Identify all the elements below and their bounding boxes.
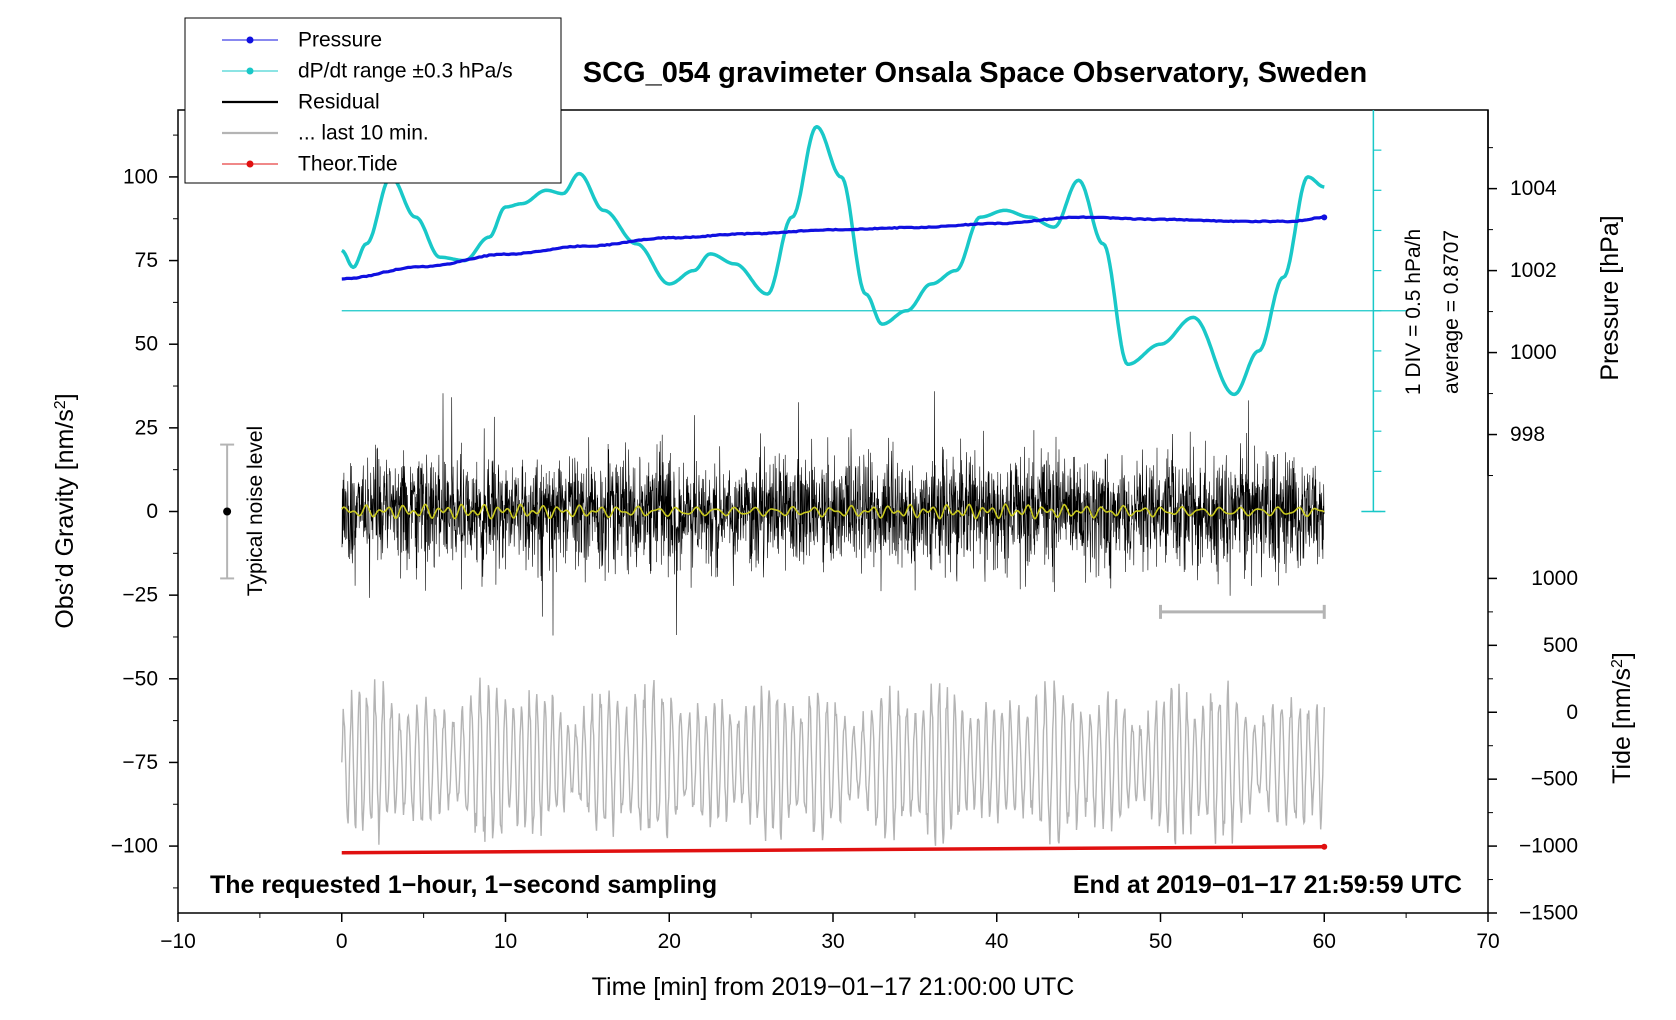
legend-label-2: Residual bbox=[298, 91, 380, 114]
note-left: The requested 1−hour, 1−second sampling bbox=[210, 871, 717, 899]
tide-tick-label-4: 500 bbox=[1543, 634, 1578, 657]
x-tick-label-3: 20 bbox=[658, 930, 681, 953]
legend: Pressure dP/dt range ±0.3 hPa/s Residual..… bbox=[184, 17, 562, 184]
tide-tick-label-3: 0 bbox=[1566, 701, 1578, 724]
dpdt-line bbox=[340, 124, 1325, 397]
residual-line bbox=[341, 391, 1325, 636]
x-tick-label-2: 10 bbox=[494, 930, 517, 953]
y-axis-title-left-sup: 2 bbox=[52, 400, 69, 409]
pressure-end-marker bbox=[1321, 214, 1328, 221]
y-tick-label-0: −100 bbox=[111, 835, 158, 858]
x-tick-label-6: 50 bbox=[1149, 930, 1172, 953]
y-tick-label-1: −75 bbox=[122, 751, 158, 774]
theor-tide-line bbox=[341, 845, 1325, 855]
dpdt-series bbox=[340, 124, 1325, 397]
theor-tide-series bbox=[341, 843, 1328, 855]
x-tick-label-4: 30 bbox=[821, 930, 844, 953]
y-axis-title-tide-end: ] bbox=[1608, 652, 1636, 659]
y-axis-title-pressure: Pressure [hPa] bbox=[1596, 215, 1624, 380]
tide-axis-ticks: −1500 −1000 −500 0 500 1000 bbox=[1488, 567, 1578, 925]
pressure-tick-label-0: 998 bbox=[1510, 423, 1545, 446]
x-tick-label-5: 40 bbox=[985, 930, 1008, 953]
theor-tide-end-marker bbox=[1321, 843, 1328, 850]
chart-title: SCG_054 gravimeter Onsala Space Observat… bbox=[583, 57, 1367, 89]
recent-window-bar bbox=[1159, 604, 1326, 619]
tide-tick-label-1: −1000 bbox=[1519, 835, 1578, 858]
x-axis-ticks: −10 0 10 20 30 40 50 60 70 bbox=[160, 913, 1500, 953]
legend-marker-0 bbox=[246, 36, 254, 44]
y-tick-label-6: 50 bbox=[135, 333, 158, 356]
x-tick-label-7: 60 bbox=[1313, 930, 1336, 953]
pressure-tick-label-1: 1000 bbox=[1510, 341, 1557, 364]
last-10-min-line bbox=[341, 677, 1325, 846]
dpdt-div-annotation: 1 DIV = 0.5 hPa/h bbox=[1402, 229, 1425, 395]
residual-smoothed-series bbox=[341, 503, 1325, 520]
y-tick-label-4: 0 bbox=[146, 500, 158, 523]
pressure-tick-label-3: 1004 bbox=[1510, 177, 1557, 200]
y-axis-title-tide-main: Tide [nm/s bbox=[1608, 668, 1636, 784]
legend-marker-1 bbox=[246, 67, 254, 75]
y-axis-ticks: −100 −75 −50 −25 0 25 50 75 100 bbox=[111, 134, 178, 889]
tide-tick-label-2: −500 bbox=[1531, 768, 1578, 791]
y-tick-label-8: 100 bbox=[123, 165, 158, 188]
tide-tick-label-0: −1500 bbox=[1519, 902, 1578, 925]
y-axis-title-left: Obs’d Gravity [nm/s2] bbox=[51, 393, 79, 628]
pressure-series bbox=[341, 214, 1328, 281]
y-tick-label-7: 75 bbox=[135, 249, 158, 272]
residual-series bbox=[341, 391, 1325, 636]
x-axis-title: Time [min] from 2019−01−17 21:00:00 UTC bbox=[592, 973, 1075, 1001]
y-axis-title-tide-sup: 2 bbox=[1609, 659, 1626, 668]
y-tick-label-2: −50 bbox=[122, 667, 158, 690]
y-axis-title-tide: Tide [nm/s2] bbox=[1608, 652, 1636, 784]
x-tick-label-1: 0 bbox=[336, 930, 348, 953]
noise-level-bar bbox=[220, 443, 235, 580]
x-tick-label-8: 70 bbox=[1476, 930, 1499, 953]
legend-label-0: Pressure bbox=[298, 29, 382, 52]
legend-box bbox=[184, 17, 562, 184]
pressure-tick-label-2: 1002 bbox=[1510, 259, 1557, 282]
legend-label-1: dP/dt range ±0.3 hPa/s bbox=[298, 60, 513, 83]
legend-label-4: Theor.Tide bbox=[298, 153, 398, 176]
y-axis-title-left-end: ] bbox=[51, 393, 79, 400]
dpdt-average-annotation: average = 0.8707 bbox=[1440, 230, 1463, 394]
pressure-axis-ticks: 998 1000 1002 1004 bbox=[1487, 110, 1557, 477]
noise-level-label: Typical noise level bbox=[244, 426, 267, 596]
legend-label-3: ... last 10 min. bbox=[298, 122, 429, 145]
y-tick-label-5: 25 bbox=[135, 416, 158, 439]
x-tick-label-0: −10 bbox=[160, 930, 196, 953]
noise-bar-center-dot bbox=[223, 507, 232, 516]
pressure-line bbox=[341, 215, 1325, 281]
y-tick-label-3: −25 bbox=[122, 584, 158, 607]
last-10-min-series bbox=[341, 677, 1325, 846]
tide-tick-label-5: 1000 bbox=[1531, 567, 1578, 590]
legend-marker-4 bbox=[246, 160, 254, 168]
y-axis-title-left-main: Obs’d Gravity [nm/s bbox=[51, 409, 79, 629]
residual-smoothed-line bbox=[341, 503, 1325, 520]
note-right: End at 2019−01−17 21:59:59 UTC bbox=[1073, 871, 1462, 899]
